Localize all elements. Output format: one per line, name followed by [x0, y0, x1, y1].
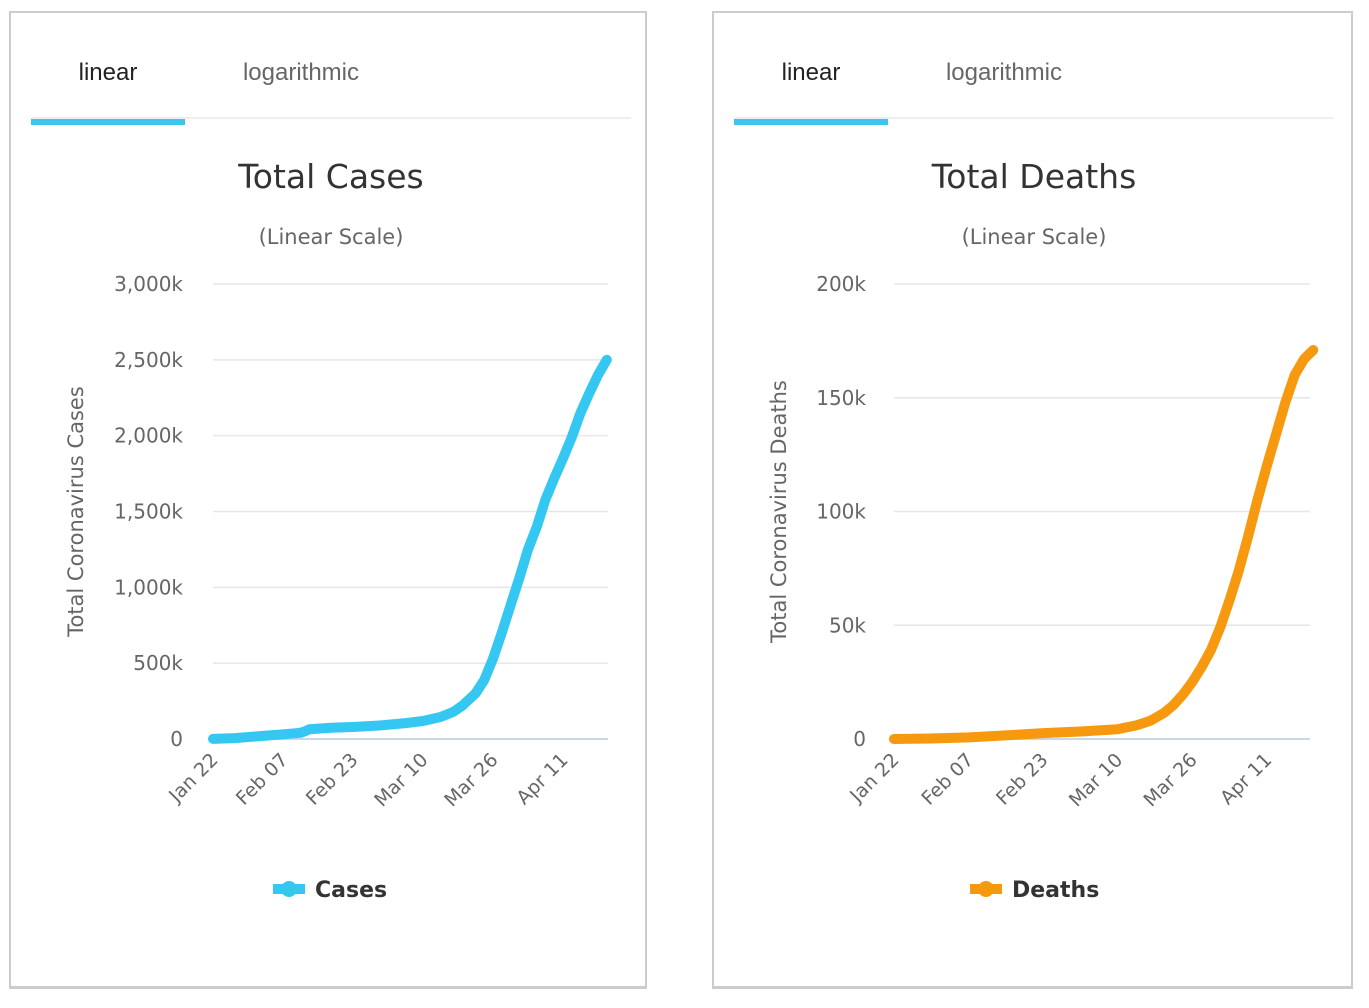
chart-title: Total Cases: [237, 157, 424, 196]
legend: Cases: [273, 878, 387, 903]
chart-title: Total Deaths: [931, 157, 1137, 196]
tab-linear[interactable]: linear: [734, 53, 888, 125]
legend-marker-symbol: [978, 881, 994, 897]
y-tick-label: 0: [170, 727, 183, 751]
y-axis-title: Total Coronavirus Deaths: [767, 380, 791, 644]
y-tick-label: 2,000k: [114, 424, 183, 448]
active-tab-indicator: [31, 119, 185, 125]
series-line-cases: [208, 354, 612, 744]
deaths-chart: Total Deaths (Linear Scale) 0 50k 100k 150k 20…: [767, 157, 1319, 903]
y-tick-label: 3,000k: [114, 272, 183, 296]
tab-label: linear: [78, 59, 138, 86]
tab-linear[interactable]: linear: [31, 53, 185, 125]
chart-subtitle: (Linear Scale): [962, 225, 1107, 249]
x-tick-label: Jan 22: [164, 749, 222, 807]
cases-chart: Total Cases (Linear Scale) 0 500k 1,000k 1,50…: [64, 157, 612, 903]
y-tick-label: 2,500k: [114, 348, 183, 372]
y-tick-label: 1,500k: [114, 500, 183, 524]
y-axis-title: Total Coronavirus Cases: [64, 386, 88, 638]
x-tick-label: Jan 22: [845, 749, 903, 807]
y-tick-label: 150k: [816, 386, 866, 410]
y-tick-label: 500k: [133, 651, 183, 675]
cases-panel: linear logarithmic Total Cases (Linear Sc…: [9, 11, 647, 989]
legend: Deaths: [970, 878, 1099, 903]
x-tick-label: Mar 26: [440, 749, 502, 811]
series-line-deaths: [889, 345, 1319, 744]
scale-tabs: linear logarithmic: [734, 53, 1334, 125]
tab-label: logarithmic: [242, 59, 360, 86]
tab-logarithmic[interactable]: logarithmic: [224, 53, 378, 117]
legend-label: Deaths: [1012, 878, 1099, 903]
y-tick-label: 50k: [829, 613, 866, 637]
chart-subtitle: (Linear Scale): [259, 225, 404, 249]
x-tick-label: Feb 23: [992, 749, 1053, 810]
x-tick-label: Mar 10: [1065, 749, 1127, 811]
x-tick-label: Apr 11: [512, 749, 572, 809]
x-tick-label: Apr 11: [1216, 749, 1276, 809]
legend-label: Cases: [315, 878, 387, 903]
legend-marker-symbol: [281, 881, 297, 897]
tab-logarithmic[interactable]: logarithmic: [927, 53, 1081, 117]
y-tick-label: 100k: [816, 500, 866, 524]
deaths-panel: linear logarithmic Total Deaths (Linear S…: [712, 11, 1353, 989]
y-tick-label: 1,000k: [114, 575, 183, 599]
x-tick-label: Mar 10: [370, 749, 432, 811]
x-tick-label: Feb 07: [232, 749, 293, 810]
y-tick-label: 0: [853, 727, 866, 751]
tab-label: logarithmic: [945, 59, 1063, 86]
tab-label: linear: [781, 59, 841, 86]
scale-tabs: linear logarithmic: [31, 53, 631, 125]
x-tick-label: Feb 23: [302, 749, 363, 810]
x-tick-label: Feb 07: [917, 749, 978, 810]
x-tick-label: Mar 26: [1139, 749, 1201, 811]
y-tick-label: 200k: [816, 272, 866, 296]
active-tab-indicator: [734, 119, 888, 125]
